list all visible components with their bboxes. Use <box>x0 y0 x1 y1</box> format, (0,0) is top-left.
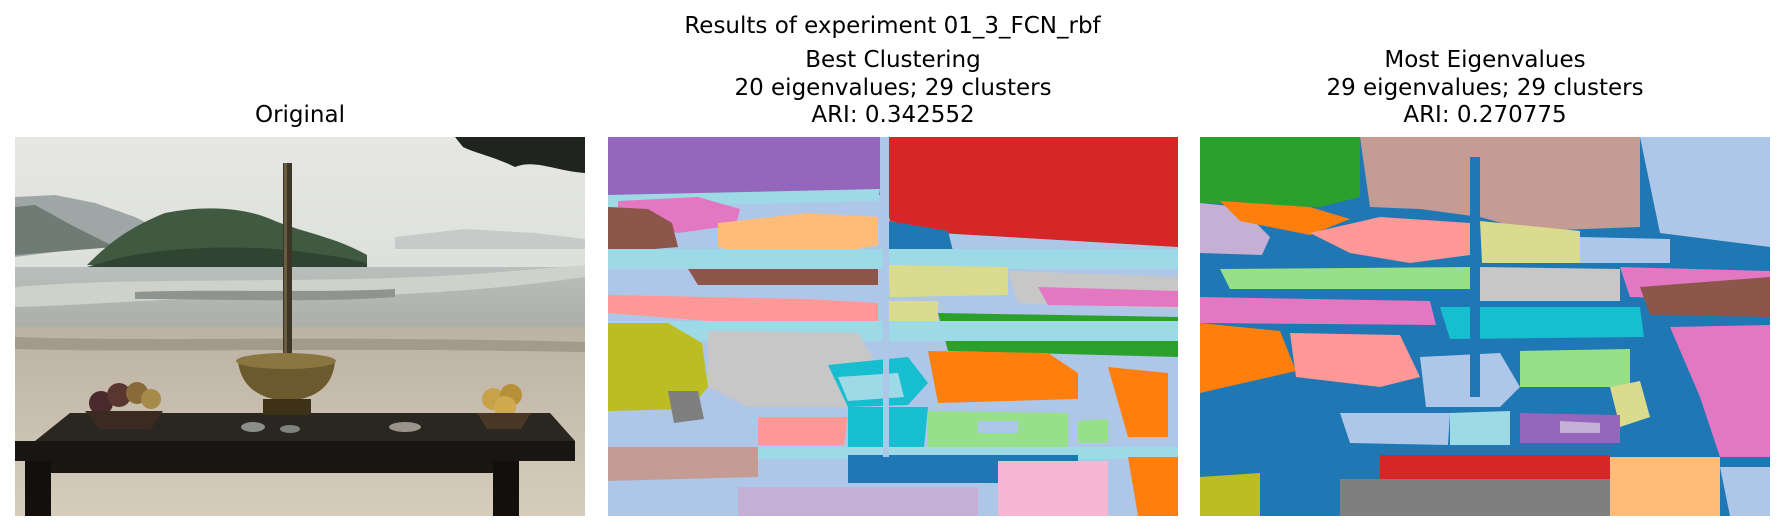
segment-region <box>608 447 758 481</box>
segment-region <box>1360 137 1640 231</box>
segment-region <box>1200 203 1270 255</box>
segment-region <box>1200 473 1260 516</box>
segment-region <box>1640 277 1770 317</box>
panel-title-line: Best Clustering <box>805 47 981 73</box>
segment-region <box>1480 267 1620 301</box>
fruit-bowl <box>477 413 531 429</box>
segment-region <box>608 323 708 411</box>
segment-region <box>1220 267 1470 289</box>
segment-region <box>608 295 878 321</box>
segment-region <box>688 269 878 285</box>
segment-region <box>1340 479 1610 516</box>
segment-region <box>1200 137 1360 207</box>
panel-subtitle-eigenvalues-clusters: 29 eigenvalues; 29 clusters <box>1326 74 1644 101</box>
panel-title-most-eigenvalues: Most Eigenvalues 29 eigenvalues; 29 clus… <box>1200 47 1770 130</box>
panel-title-original: Original <box>15 102 585 130</box>
tree-foliage <box>455 137 585 173</box>
segment-region <box>1200 297 1436 325</box>
best-clustering-segmentation <box>608 137 1178 516</box>
segment-region <box>738 487 978 516</box>
segment-region <box>998 461 1108 516</box>
segment-region <box>718 213 878 257</box>
table-leg <box>493 461 519 516</box>
panel-title-line: Original <box>254 102 345 128</box>
segment-region <box>608 137 880 195</box>
figure-suptitle: Results of experiment 01_3_FCN_rbf <box>684 13 1101 39</box>
segment-region <box>708 331 878 407</box>
table-top <box>35 413 575 441</box>
panel-title-best-clustering: Best Clustering 20 eigenvalues; 29 clust… <box>608 47 1178 130</box>
fruit <box>89 391 113 415</box>
segment-region <box>883 137 1178 247</box>
segment-region <box>668 391 704 423</box>
segment-region <box>1440 307 1644 339</box>
panel-title-line: Most Eigenvalues <box>1384 47 1586 73</box>
island <box>87 208 367 265</box>
segment-region <box>1610 457 1720 516</box>
segment-region <box>758 417 848 445</box>
panel-subtitle-ari: ARI: 0.342552 <box>811 102 975 128</box>
segment-region <box>928 351 1078 403</box>
original-photo-panel <box>15 137 585 516</box>
best-clustering-panel <box>608 137 1178 516</box>
segment-region <box>888 265 1008 297</box>
panel-subtitle-ari: ARI: 0.270775 <box>1403 102 1567 128</box>
most-eigenvalues-panel <box>1200 137 1770 516</box>
panel-subtitle-eigenvalues-clusters: 20 eigenvalues; 29 clusters <box>734 74 1052 101</box>
most-eigenvalues-segmentation <box>1200 137 1770 516</box>
segment-region <box>608 207 678 253</box>
incense-stick <box>283 163 292 355</box>
original-photo <box>15 137 585 516</box>
segment-region <box>1380 455 1610 479</box>
segment-region <box>1310 217 1470 263</box>
segment-region <box>1480 221 1580 263</box>
incense-burner <box>238 361 335 401</box>
distant-hill <box>15 205 115 255</box>
fruit-bowl <box>85 411 163 429</box>
segment-region <box>1220 201 1350 235</box>
table-leg <box>25 461 51 516</box>
segment-region <box>1200 323 1296 393</box>
